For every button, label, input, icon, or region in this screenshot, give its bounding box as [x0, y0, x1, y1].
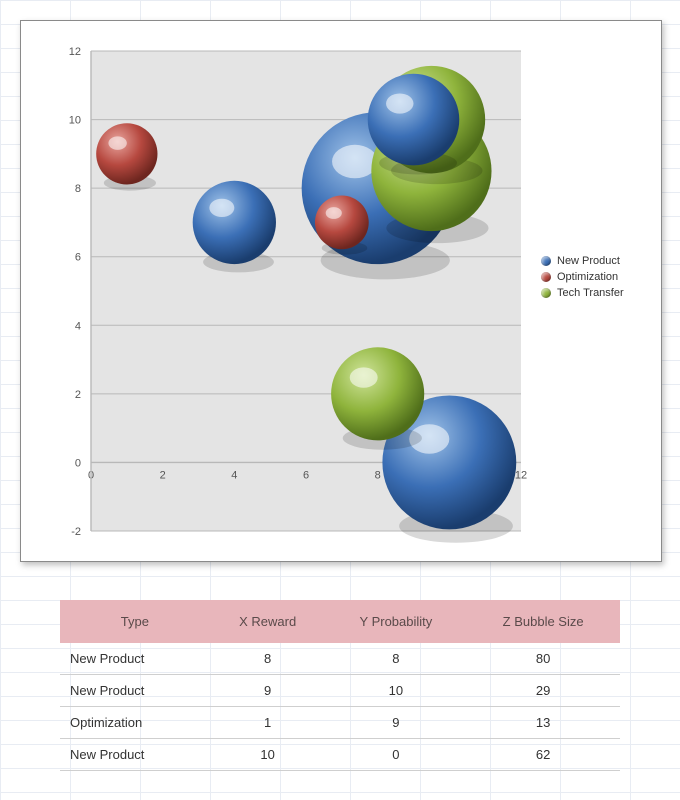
svg-text:4: 4	[75, 320, 81, 332]
legend-label: New Product	[557, 255, 620, 267]
legend-swatch-icon	[541, 256, 551, 266]
table-cell: 10	[210, 739, 326, 771]
table-cell: New Product	[60, 675, 210, 707]
table-cell: 9	[210, 675, 326, 707]
bubble-chart-container: 024681012-2024681012 New Product Optimiz…	[20, 20, 662, 562]
table-cell: 80	[466, 643, 620, 675]
table-cell: 13	[466, 707, 620, 739]
table-row: New Product10062	[60, 739, 620, 771]
svg-text:8: 8	[375, 469, 381, 481]
legend-label: Optimization	[557, 271, 618, 283]
legend-item-tech-transfer: Tech Transfer	[541, 287, 651, 299]
table-cell: 8	[326, 643, 467, 675]
bubble	[193, 181, 276, 264]
legend-swatch-icon	[541, 272, 551, 282]
table-cell: 29	[466, 675, 620, 707]
svg-text:2: 2	[75, 389, 81, 401]
table-cell: 62	[466, 739, 620, 771]
table-body: New Product8880New Product91029Optimizat…	[60, 643, 620, 771]
table-cell: 1	[210, 707, 326, 739]
table-cell: New Product	[60, 739, 210, 771]
table-column-header: Y Probability	[326, 600, 467, 643]
legend-item-new-product: New Product	[541, 255, 651, 267]
bubble	[315, 196, 369, 250]
bubble	[368, 74, 460, 166]
svg-text:2: 2	[160, 469, 166, 481]
svg-text:12: 12	[515, 469, 527, 481]
legend-item-optimization: Optimization	[541, 271, 651, 283]
table-cell: 0	[326, 739, 467, 771]
bubble	[331, 347, 424, 440]
table-column-header: Z Bubble Size	[466, 600, 620, 643]
chart-legend: New Product Optimization Tech Transfer	[541, 251, 651, 303]
table-cell: 9	[326, 707, 467, 739]
svg-text:10: 10	[69, 115, 81, 127]
table-row: New Product91029	[60, 675, 620, 707]
table-cell: New Product	[60, 643, 210, 675]
table-cell: Optimization	[60, 707, 210, 739]
svg-text:-2: -2	[71, 526, 81, 538]
table-cell: 8	[210, 643, 326, 675]
legend-swatch-icon	[541, 288, 551, 298]
table-row: Optimization1913	[60, 707, 620, 739]
data-table-container: TypeX RewardY ProbabilityZ Bubble Size N…	[60, 600, 620, 771]
svg-text:6: 6	[303, 469, 309, 481]
table-cell: 10	[326, 675, 467, 707]
table-column-header: X Reward	[210, 600, 326, 643]
legend-label: Tech Transfer	[557, 287, 624, 299]
table-column-header: Type	[60, 600, 210, 643]
data-table: TypeX RewardY ProbabilityZ Bubble Size N…	[60, 600, 620, 771]
svg-text:0: 0	[75, 457, 81, 469]
table-row: New Product8880	[60, 643, 620, 675]
bubble	[96, 123, 157, 184]
svg-text:8: 8	[75, 183, 81, 195]
svg-text:12: 12	[69, 46, 81, 58]
svg-text:4: 4	[231, 469, 237, 481]
svg-text:6: 6	[75, 252, 81, 264]
table-header-row: TypeX RewardY ProbabilityZ Bubble Size	[60, 600, 620, 643]
